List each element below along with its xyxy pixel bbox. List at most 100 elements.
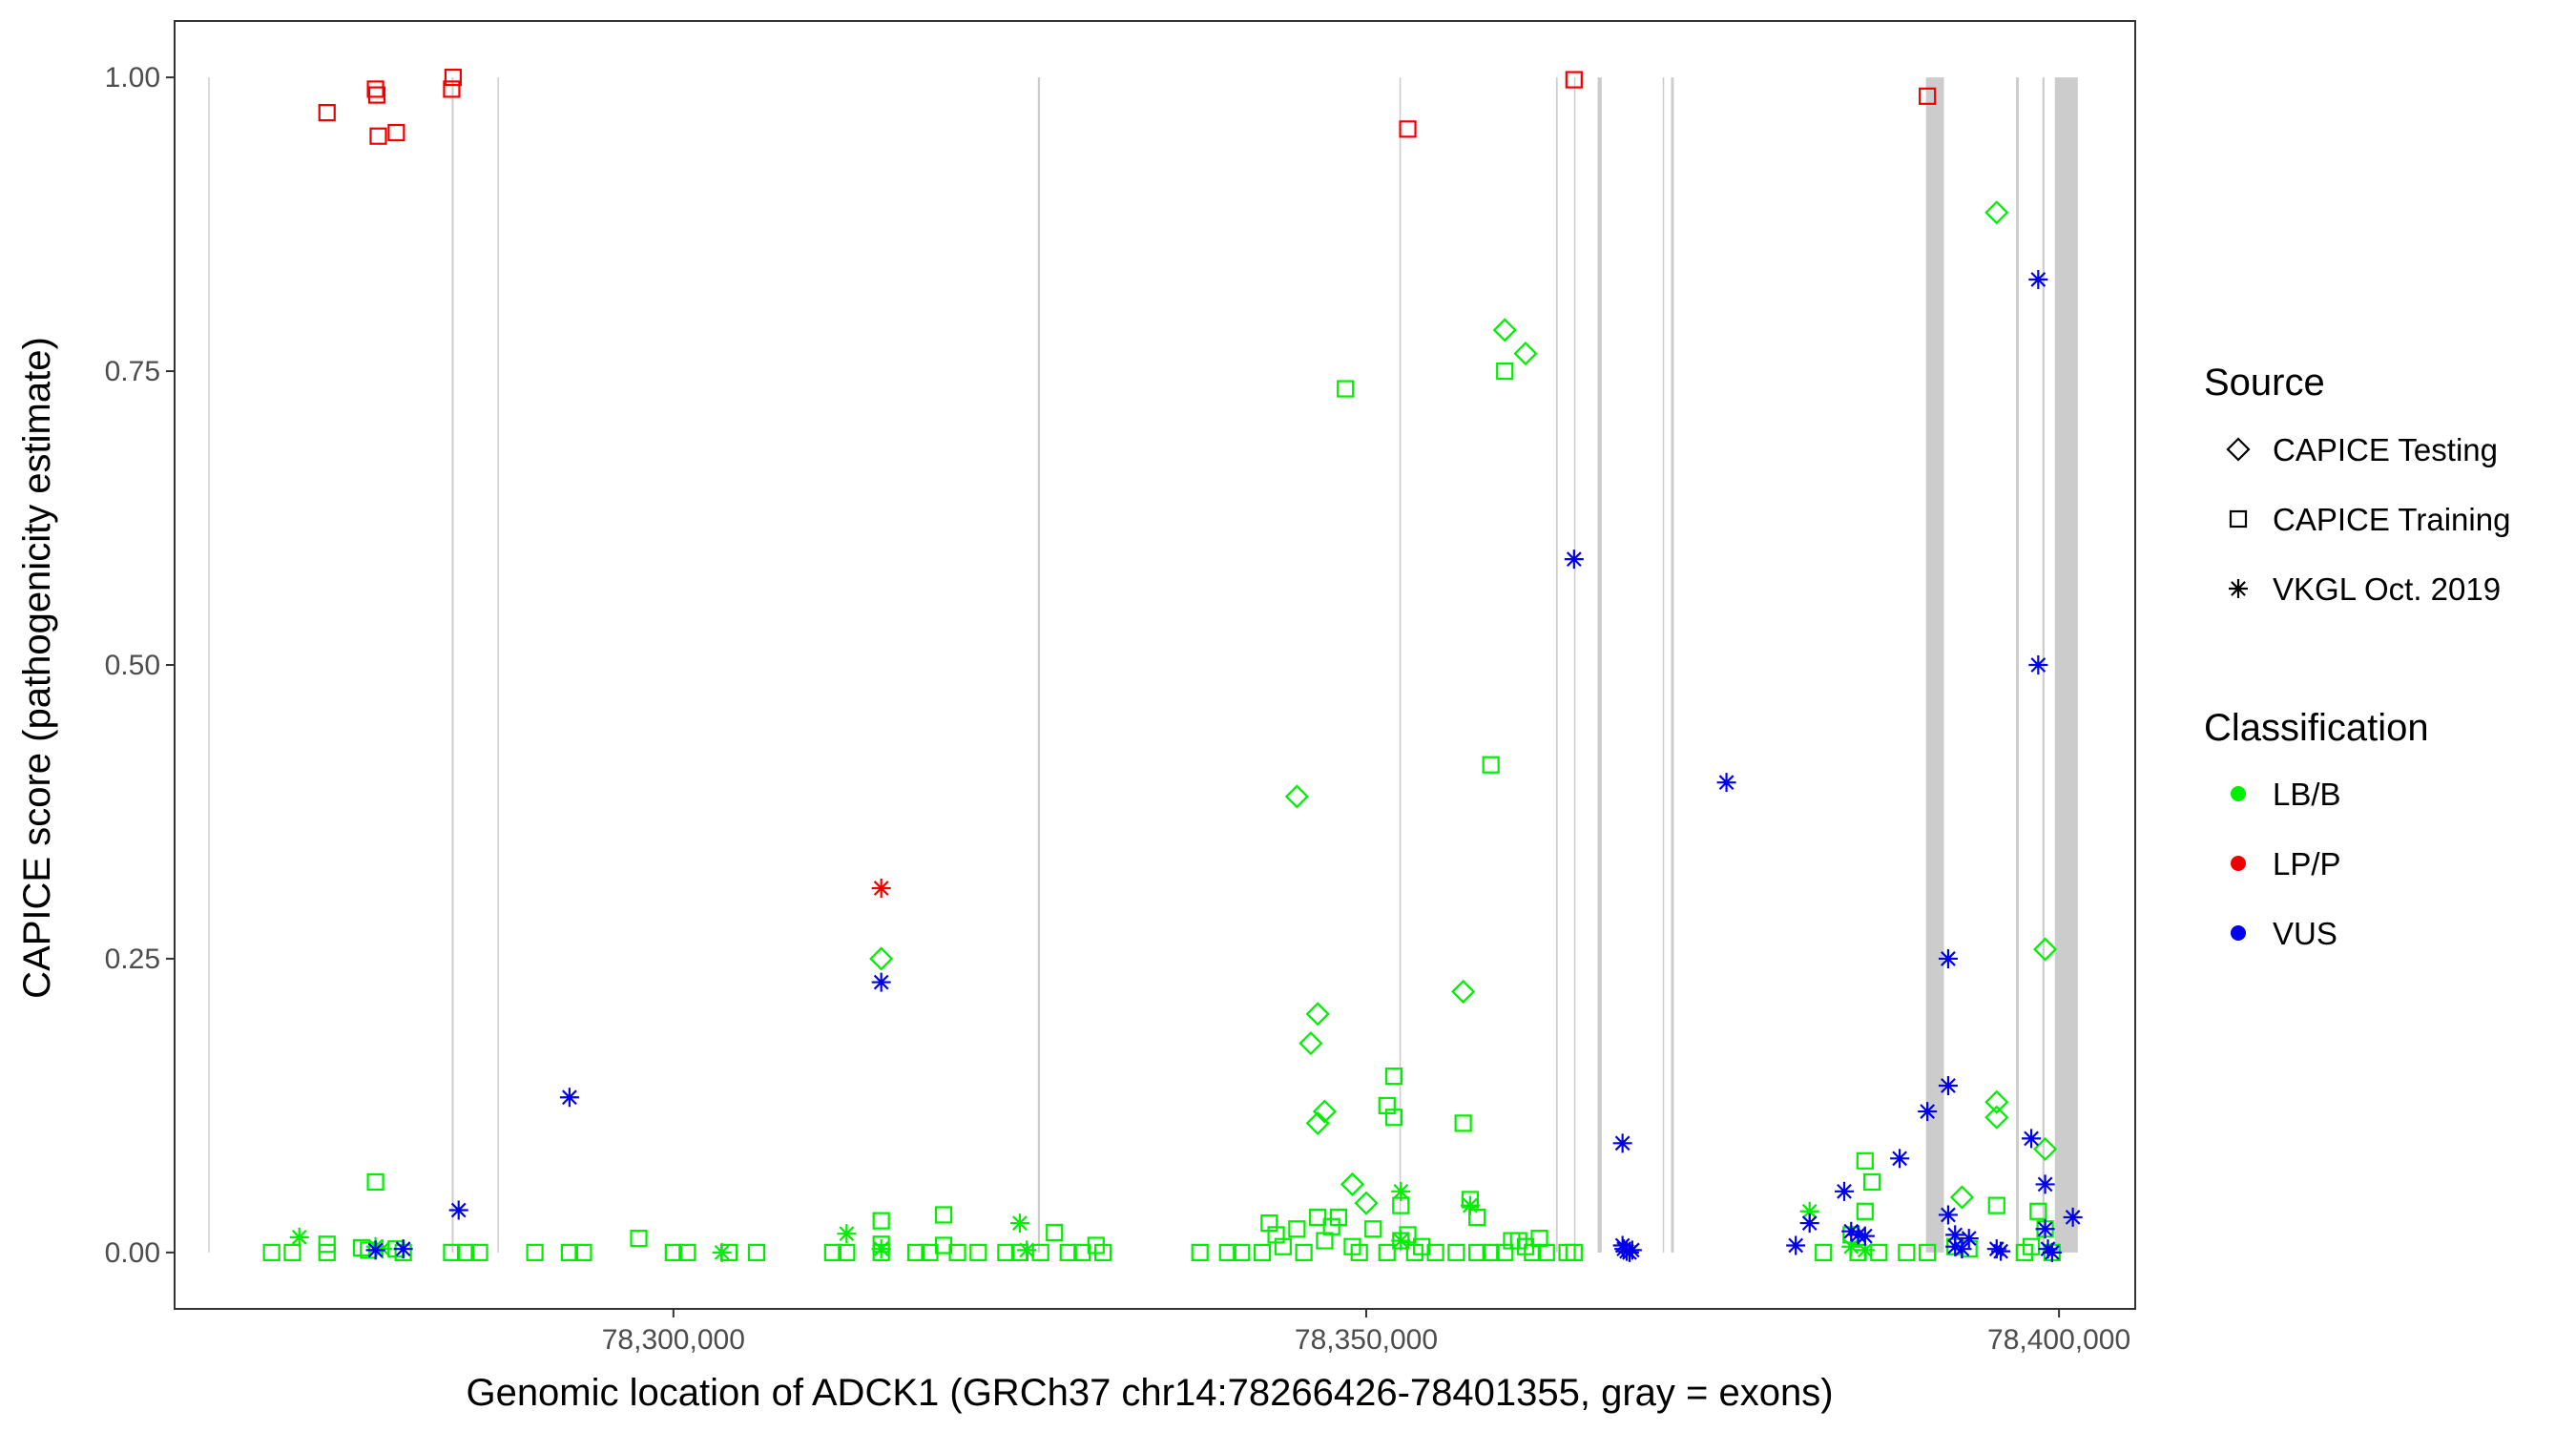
data-point (387, 123, 405, 142)
data-point (1841, 1236, 1861, 1256)
data-point (1492, 318, 1517, 342)
data-point (372, 1239, 392, 1259)
data-point (1298, 1031, 1323, 1056)
data-point (664, 1243, 682, 1261)
data-point (1855, 1240, 1875, 1260)
data-point (1384, 1109, 1403, 1127)
data-point (1949, 1185, 1975, 1210)
data-point (1984, 1105, 2009, 1130)
data-point (1451, 979, 1476, 1004)
data-point (906, 1243, 925, 1261)
data-point (1468, 1243, 1486, 1261)
legend-key-lpp (2231, 856, 2246, 871)
legend-label-vkgl: VKGL Oct. 2019 (2273, 571, 2501, 607)
data-point (1354, 1191, 1379, 1215)
data-point (1468, 1208, 1486, 1227)
data-point (712, 1242, 732, 1262)
data-point (1340, 1172, 1365, 1196)
data-point (365, 1240, 385, 1260)
exon-band (208, 77, 210, 1253)
data-point (1565, 1243, 1583, 1261)
data-point (1799, 1201, 1819, 1221)
data-point (2029, 1202, 2047, 1220)
data-point (448, 1200, 468, 1220)
data-point (1919, 1243, 1937, 1261)
data-point (1218, 1243, 1236, 1261)
legend-label-capice-training: CAPICE Training (2273, 502, 2510, 537)
data-point (1059, 1243, 1077, 1261)
data-point (470, 1243, 488, 1261)
data-point (1482, 1243, 1500, 1261)
data-point (444, 69, 463, 87)
exon-band (1037, 77, 1041, 1253)
data-point (393, 1239, 413, 1259)
data-point (1017, 1240, 1037, 1260)
data-point (369, 127, 387, 145)
legend-key-capice-training (2229, 509, 2248, 529)
y-tick-label: 1.00 (105, 62, 160, 93)
y-tick-label: 0.00 (105, 1237, 160, 1269)
data-point (1513, 342, 1538, 366)
data-point (872, 1212, 890, 1230)
data-point (1991, 1241, 2011, 1261)
data-point (366, 1172, 384, 1192)
data-point (2042, 1242, 2062, 1262)
data-point (1987, 1196, 2005, 1214)
exon-band (2054, 77, 2078, 1253)
data-point (318, 103, 336, 122)
data-point (456, 1243, 475, 1261)
data-point (1945, 1225, 1965, 1245)
legend-title-classification: Classification (2204, 707, 2429, 749)
exon-band (1555, 77, 1558, 1253)
data-point (1384, 1068, 1403, 1086)
exon-band (497, 77, 499, 1253)
exon-band (1399, 77, 1402, 1253)
data-point (1564, 550, 1584, 570)
legend-key-vkgl (2229, 579, 2248, 598)
x-tick-label: 78,400,000 (1987, 1324, 2130, 1356)
data-point (1984, 200, 2009, 225)
legend-key-shape (2229, 579, 2248, 598)
data-point (1447, 1243, 1465, 1261)
data-point (1399, 120, 1417, 138)
data-point (837, 1224, 857, 1244)
data-point (1565, 71, 1583, 89)
data-point (443, 80, 461, 98)
axis-layer: 0.00 0.25 0.50 0.75 1.00 78,300,000 78,350,000… (105, 62, 2131, 1356)
data-point (2033, 1136, 2058, 1162)
data-point (1274, 1237, 1292, 1255)
y-axis-title: CAPICE score (pathogenicity estimate) (16, 337, 58, 999)
data-point (289, 1227, 309, 1247)
data-point (1009, 1213, 1029, 1234)
data-point (1862, 1172, 1881, 1192)
data-point (2022, 1129, 2042, 1149)
data-point (630, 1229, 648, 1248)
data-point (1945, 1236, 1965, 1256)
data-point (871, 1239, 891, 1259)
data-point (948, 1243, 966, 1261)
data-point (1364, 1220, 1382, 1238)
y-tick-label: 0.75 (105, 356, 160, 387)
data-point (1898, 1243, 1916, 1261)
data-point (1617, 1241, 1637, 1261)
data-point (1622, 1240, 1642, 1260)
data-point (318, 1243, 336, 1261)
data-point (1815, 1243, 1833, 1261)
legend-key-lbb (2231, 786, 2246, 801)
data-point (1799, 1213, 1819, 1234)
data-point (1786, 1235, 1806, 1255)
data-point (1938, 1075, 1958, 1095)
exon-band (1671, 77, 1674, 1253)
data-point (1848, 1225, 1868, 1245)
data-point (2022, 1237, 2041, 1255)
data-point (1391, 1181, 1411, 1201)
legend-key-shape (2226, 437, 2251, 462)
data-point (1938, 1205, 1958, 1225)
exon-band (451, 77, 454, 1253)
exon-band (1573, 77, 1576, 1253)
data-point (1503, 1232, 1521, 1250)
data-point (1530, 1229, 1548, 1248)
data-point (1959, 1229, 1979, 1249)
